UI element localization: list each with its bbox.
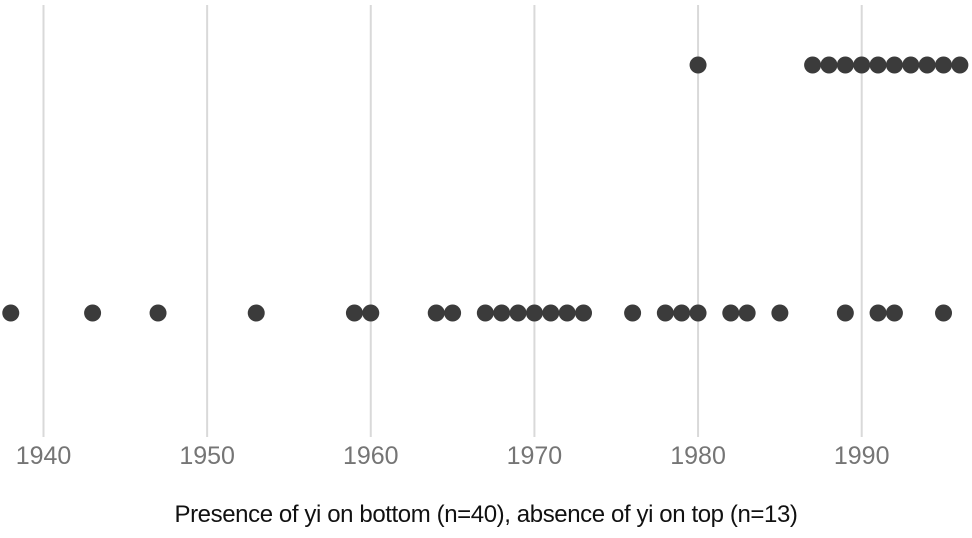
data-point-bottom-1969 (509, 304, 527, 322)
data-point-top-1993 (902, 56, 920, 74)
data-point-top-1980 (689, 56, 707, 74)
data-point-top-1989 (836, 56, 854, 74)
data-point-bottom-1960 (362, 304, 380, 322)
data-point-bottom-1982 (722, 304, 740, 322)
data-point-top-1987 (804, 56, 822, 74)
data-point-bottom-1985 (771, 304, 789, 322)
data-point-bottom-1973 (575, 304, 593, 322)
data-point-top-1988 (820, 56, 838, 74)
data-point-bottom-1959 (345, 304, 363, 322)
data-point-bottom-1968 (493, 304, 511, 322)
data-point-bottom-1965 (444, 304, 462, 322)
data-point-bottom-1991 (869, 304, 887, 322)
data-point-bottom-1943 (84, 304, 102, 322)
x-tick-label-1960: 1960 (343, 442, 399, 470)
data-point-bottom-1989 (836, 304, 854, 322)
x-tick-label-1970: 1970 (507, 442, 563, 470)
data-point-bottom-1978 (656, 304, 674, 322)
data-point-bottom-1971 (542, 304, 560, 322)
x-tick-label-1990: 1990 (834, 442, 890, 470)
data-point-bottom-1979 (673, 304, 691, 322)
data-point-bottom-1983 (738, 304, 756, 322)
data-point-top-1996 (951, 56, 969, 74)
x-tick-label-1980: 1980 (670, 442, 726, 470)
data-point-bottom-1995 (935, 304, 953, 322)
data-point-bottom-1938 (2, 304, 20, 322)
data-point-bottom-1947 (149, 304, 167, 322)
data-point-bottom-1967 (476, 304, 494, 322)
data-point-bottom-1992 (885, 304, 903, 322)
x-tick-label-1940: 1940 (16, 442, 72, 470)
x-tick-label-1950: 1950 (179, 442, 235, 470)
data-point-bottom-1970 (525, 304, 543, 322)
data-point-top-1992 (885, 56, 903, 74)
data-point-bottom-1953 (247, 304, 265, 322)
chart-caption: Presence of yi on bottom (n=40), absence… (174, 501, 798, 528)
data-point-top-1994 (918, 56, 936, 74)
data-point-bottom-1976 (624, 304, 642, 322)
data-point-bottom-1964 (427, 304, 445, 322)
data-point-bottom-1980 (689, 304, 707, 322)
data-point-top-1990 (853, 56, 871, 74)
data-point-top-1995 (935, 56, 953, 74)
data-point-bottom-1972 (558, 304, 576, 322)
data-point-top-1991 (869, 56, 887, 74)
